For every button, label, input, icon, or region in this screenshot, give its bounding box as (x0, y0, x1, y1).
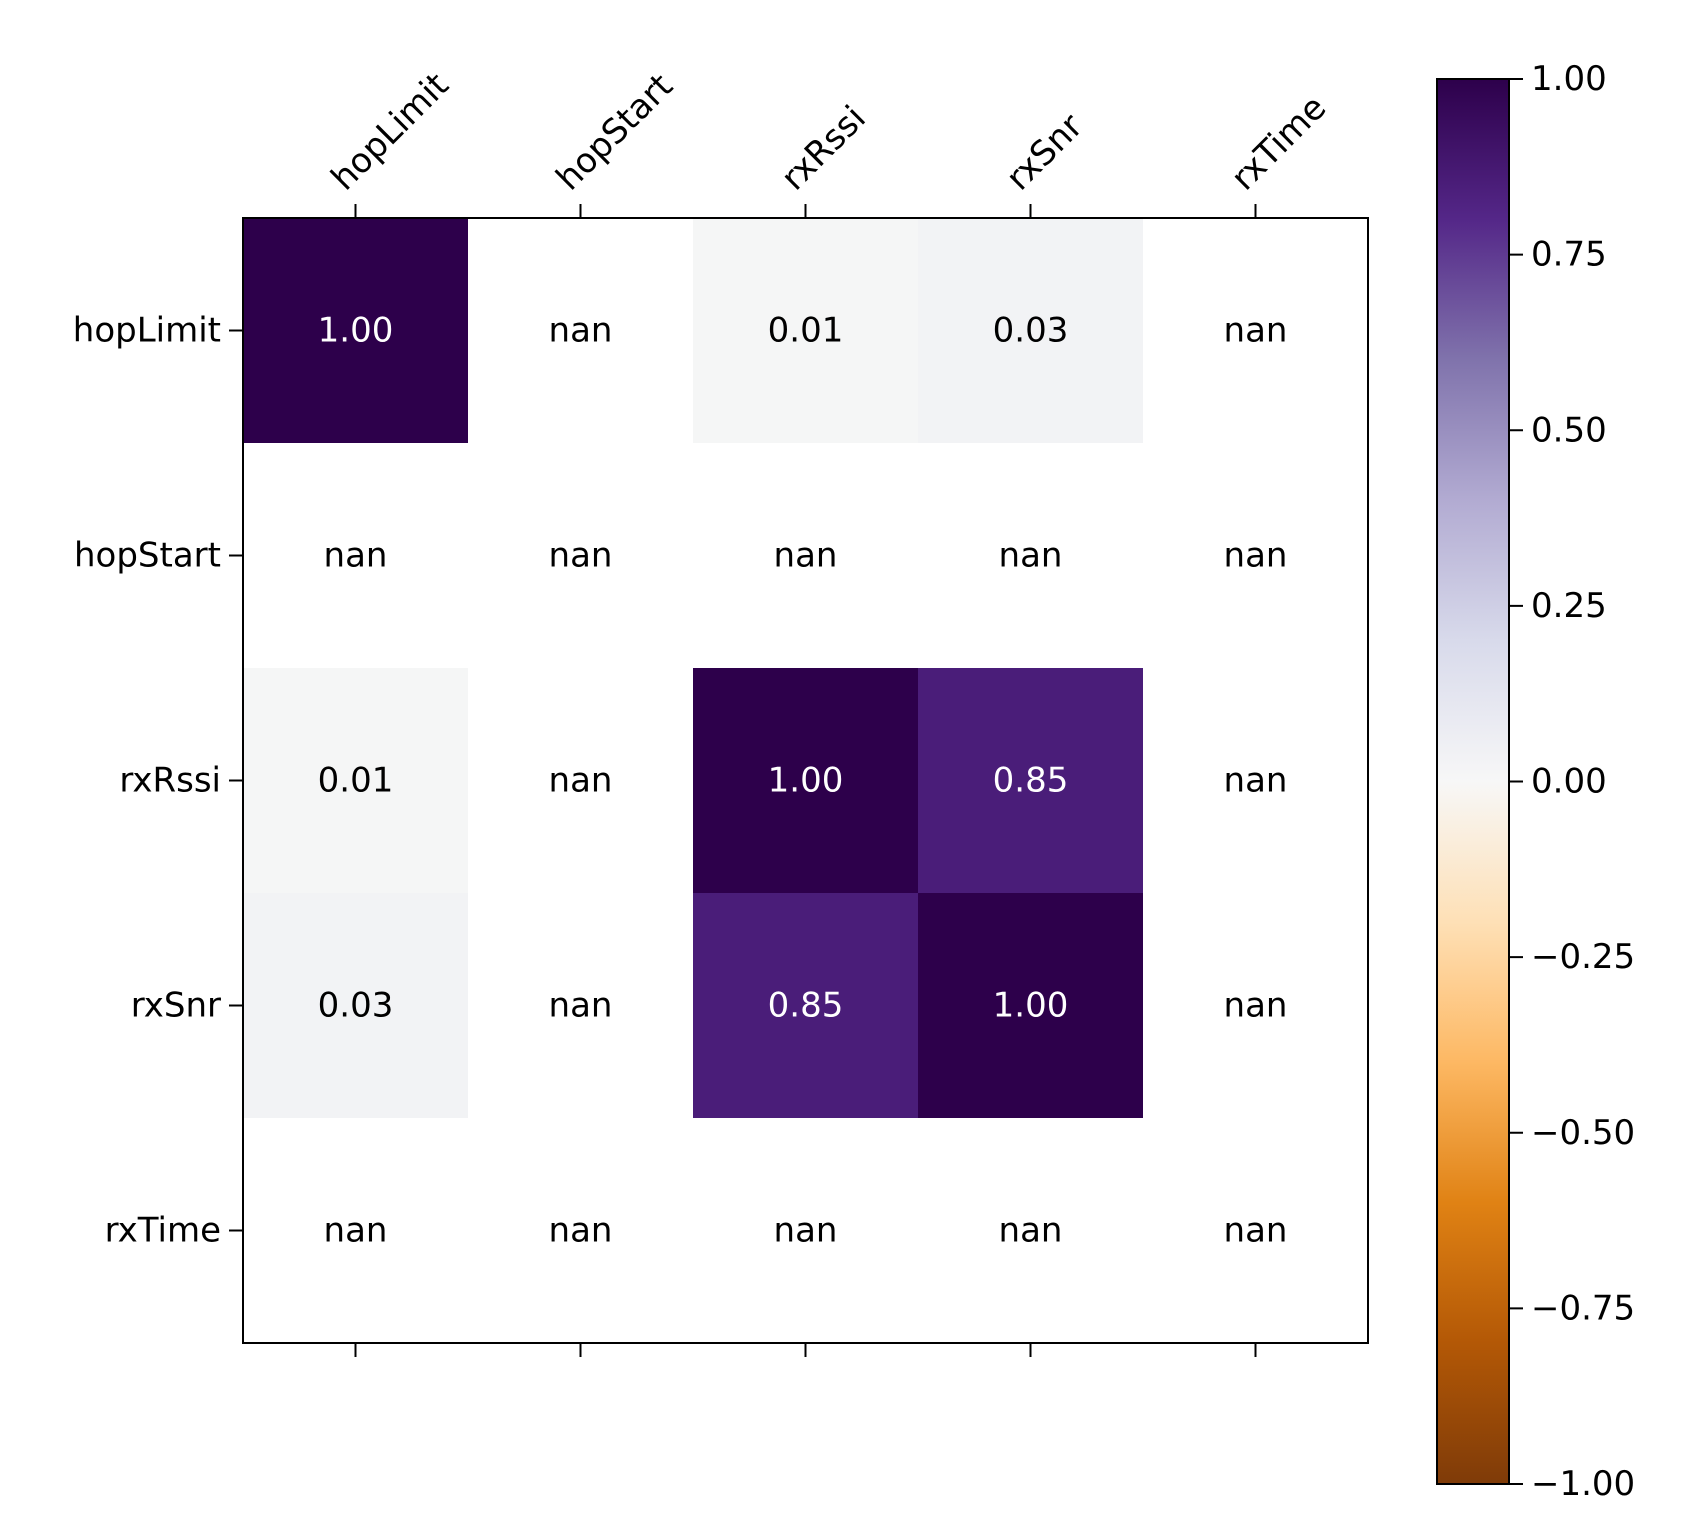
cell-value-label: nan (774, 1211, 838, 1251)
y-tick-label: rxTime (105, 1211, 221, 1251)
cell-value-label: nan (549, 536, 613, 576)
heatmap-cell (918, 1118, 1143, 1343)
colorbar-gradient (1437, 79, 1509, 1484)
y-tick-label: hopLimit (73, 311, 221, 351)
heatmap-cell (918, 668, 1143, 893)
colorbar-tick-label: 0.00 (1531, 762, 1607, 802)
cell-value-label: nan (549, 1211, 613, 1251)
heatmap-cell (243, 1118, 468, 1343)
cell-value-label: nan (999, 536, 1063, 576)
heatmap-cell (468, 668, 693, 893)
colorbar-tick-label: 0.75 (1531, 235, 1607, 275)
heatmap-cell (243, 893, 468, 1118)
cell-value-label: nan (774, 536, 838, 576)
heatmap-cell (1143, 218, 1368, 443)
colorbar-tick-label: −0.25 (1531, 937, 1635, 977)
colorbar: 1.00 0.75 0.50 0.25 0.00 −0.25 −0.50 −0.75 −1.00 (1436, 59, 1635, 1504)
heatmap-cell (468, 1118, 693, 1343)
x-tick-label: rxRssi (774, 98, 874, 198)
x-tick-label: rxSnr (999, 106, 1091, 198)
cell-value-label: 0.85 (993, 761, 1069, 801)
heatmap-cell (693, 218, 918, 443)
x-tick-label: rxTime (1224, 88, 1335, 199)
heatmap-cell (1143, 1118, 1368, 1343)
colorbar-tick-label: 0.50 (1531, 410, 1607, 450)
cell-value-label: nan (324, 536, 388, 576)
heatmap-cell (468, 893, 693, 1118)
cell-value-label: nan (549, 761, 613, 801)
heatmap-cell (918, 443, 1143, 668)
heatmap-cell (918, 218, 1143, 443)
heatmap-cell (243, 443, 468, 668)
cell-value-label: 1.00 (318, 311, 394, 351)
heatmap-cell (693, 443, 918, 668)
cell-value-label: nan (549, 311, 613, 351)
heatmap-cell (243, 218, 468, 443)
cell-value-label: 0.01 (768, 311, 844, 351)
heatmap-cell (468, 443, 693, 668)
y-tick-label: rxRssi (119, 761, 221, 801)
cell-value-label: nan (549, 986, 613, 1026)
colorbar-ticks: 1.00 0.75 0.50 0.25 0.00 −0.25 −0.50 −0.75 −1.00 (1509, 59, 1635, 1504)
colorbar-tick-label: 0.25 (1531, 586, 1607, 626)
cell-value-label: nan (1224, 761, 1288, 801)
colorbar-tick-label: −0.75 (1531, 1288, 1635, 1328)
x-tick-label: hopStart (549, 66, 681, 198)
heatmap-cell (1143, 668, 1368, 893)
colorbar-tick-label: −0.50 (1531, 1113, 1635, 1153)
heatmap-cell (243, 668, 468, 893)
cell-value-label: nan (999, 1211, 1063, 1251)
heatmap-cell (693, 893, 918, 1118)
heatmap-cell (693, 668, 918, 893)
cell-value-label: 1.00 (768, 761, 844, 801)
cell-value-label: 0.03 (318, 986, 394, 1026)
cell-value-label: nan (1224, 311, 1288, 351)
y-tick-label: rxSnr (131, 986, 221, 1026)
x-tick-label: hopLimit (324, 65, 457, 198)
cell-value-label: nan (1224, 986, 1288, 1026)
cell-value-label: 0.01 (318, 761, 394, 801)
y-tick-label: hopStart (74, 536, 221, 576)
cell-value-label: 0.85 (768, 986, 844, 1026)
cell-value-label: 0.03 (993, 311, 1069, 351)
colorbar-tick-label: 1.00 (1531, 59, 1607, 99)
heatmap-cells: 1.00 nan 0.01 0.03 nan nan nan nan nan nan 0.01 nan… (243, 218, 1368, 1343)
heatmap-cell (1143, 443, 1368, 668)
y-axis: hopLimit hopStart rxRssi rxSnr rxTime (73, 311, 243, 1251)
cell-value-label: nan (324, 1211, 388, 1251)
cell-value-label: 1.00 (993, 986, 1069, 1026)
heatmap-cell (1143, 893, 1368, 1118)
cell-value-label: nan (1224, 536, 1288, 576)
heatmap-cell (693, 1118, 918, 1343)
heatmap-cell (918, 893, 1143, 1118)
colorbar-tick-label: −1.00 (1531, 1464, 1635, 1504)
heatmap-cell (468, 218, 693, 443)
cell-value-label: nan (1224, 1211, 1288, 1251)
